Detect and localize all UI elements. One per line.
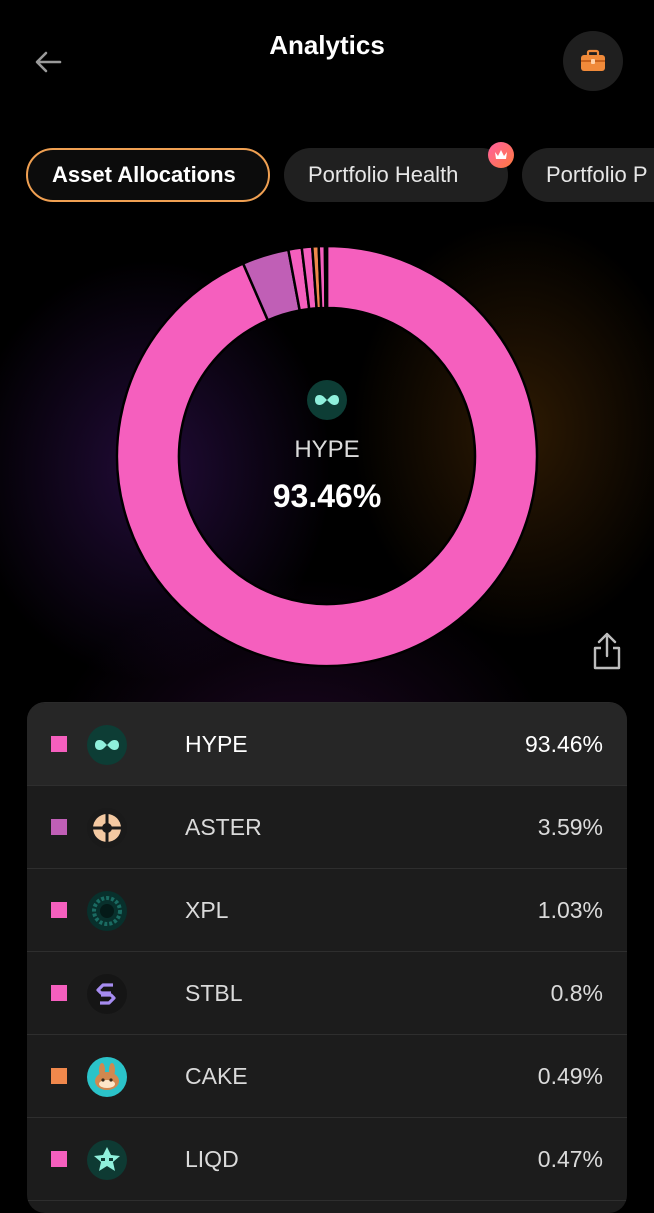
asset-symbol: STBL [185, 980, 243, 1006]
xpl-icon [87, 891, 127, 931]
crown-icon [495, 150, 507, 159]
asset-symbol: CAKE [185, 1063, 248, 1089]
hype-icon [87, 725, 127, 765]
share-icon [593, 632, 621, 670]
wallet-button[interactable] [563, 31, 623, 91]
asset-symbol: HYPE [185, 731, 248, 757]
color-swatch [51, 736, 67, 752]
cake-icon [87, 1057, 127, 1097]
asset-percent: 0.8% [550, 980, 603, 1006]
asset-symbol: ASTER [185, 814, 262, 840]
donut-slice-hype[interactable] [115, 244, 539, 668]
asset-percent: 1.03% [537, 897, 603, 923]
arrow-left-icon [35, 51, 62, 73]
share-button[interactable] [589, 630, 625, 672]
donut-center: HYPE 93.46% [227, 380, 427, 515]
list-item[interactable]: STBL 0.8% [27, 952, 627, 1035]
tab-portfolio-p[interactable]: Portfolio P [522, 148, 654, 202]
crown-badge [488, 142, 514, 168]
list-item[interactable]: LIQD 0.47% [27, 1118, 627, 1201]
back-button[interactable] [30, 44, 66, 80]
asset-percent: 0.47% [537, 1146, 603, 1172]
aster-icon [87, 808, 127, 848]
tab-portfolio-health[interactable]: Portfolio Health [284, 148, 508, 202]
asset-percent: 3.59% [537, 814, 603, 840]
color-swatch [51, 985, 67, 1001]
stbl-icon [87, 974, 127, 1014]
header: Analytics [0, 0, 654, 120]
asset-percent: 0.49% [537, 1063, 603, 1089]
allocation-donut-chart [115, 244, 539, 668]
liqd-icon [87, 1140, 127, 1180]
tab-bar: Asset Allocations Portfolio Health Portf… [26, 148, 654, 202]
briefcase-icon [581, 49, 605, 71]
donut-slice-other[interactable] [323, 244, 329, 310]
asset-symbol: LIQD [185, 1146, 239, 1172]
color-swatch [51, 1068, 67, 1084]
page-title: Analytics [269, 30, 385, 60]
color-swatch [51, 1151, 67, 1167]
color-swatch [51, 902, 67, 918]
hype-icon [307, 380, 347, 420]
list-item[interactable]: ASTER 3.59% [27, 786, 627, 869]
center-symbol: HYPE [294, 436, 360, 463]
tab-asset-allocations[interactable]: Asset Allocations [26, 148, 270, 202]
center-percent: 93.46% [272, 478, 382, 514]
asset-list: HYPE 93.46% ASTER 3.59% XPL 1.03% [27, 702, 627, 1213]
asset-percent: 93.46% [524, 731, 603, 757]
asset-symbol: XPL [185, 897, 229, 923]
color-swatch [51, 819, 67, 835]
list-item[interactable]: XPL 1.03% [27, 869, 627, 952]
list-item[interactable]: CAKE 0.49% [27, 1035, 627, 1118]
list-item[interactable]: HYPE 93.46% [27, 703, 627, 786]
